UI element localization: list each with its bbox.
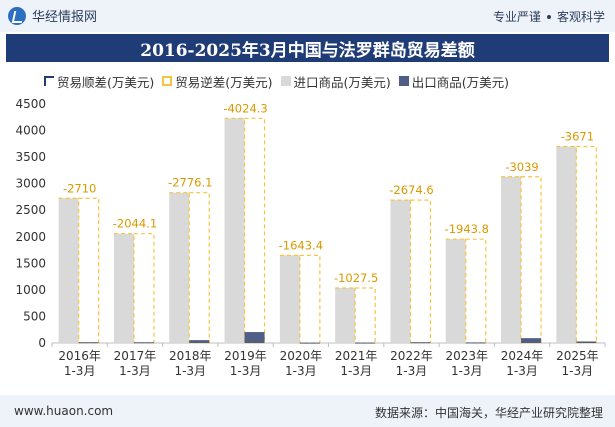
chart-legend: 贸易顺差(万美元) 贸易逆差(万美元) 进口商品(万美元) 出口商品(万美元): [44, 72, 509, 90]
bar-import: [279, 255, 300, 343]
y-tick-label: 1500: [15, 256, 46, 270]
data-label-deficit: -2044.1: [113, 217, 157, 231]
bar-export: [521, 338, 542, 343]
bar-deficit: [78, 197, 100, 344]
bar-deficit: [465, 238, 487, 344]
footer-source: 数据来源：中国海关，华经产业研究院整理: [374, 406, 603, 420]
bar-import: [445, 239, 466, 343]
bar-export: [133, 342, 154, 344]
x-tick-label: 1-3月: [119, 364, 151, 378]
bar-export: [576, 341, 597, 343]
x-tick-label: 2018年: [169, 349, 212, 363]
legend-label-import: 进口商品(万美元): [293, 74, 391, 90]
bar-deficit: [188, 192, 210, 344]
x-tick-label: 2023年: [445, 349, 488, 363]
bar-import: [556, 146, 577, 343]
legend-swatch-deficit: [162, 76, 173, 86]
x-tick-label: 2016年: [58, 349, 101, 363]
bar-import: [335, 288, 356, 343]
y-tick-label: 2500: [15, 203, 46, 217]
bar-deficit: [520, 176, 542, 344]
bar-export: [299, 342, 320, 344]
x-tick-label: 1-3月: [230, 364, 262, 378]
x-tick-label: 2020年: [280, 349, 323, 363]
chart-title: 2016-2025年3月中国与法罗群岛贸易差额: [6, 34, 609, 62]
x-tick-label: 2024年: [501, 349, 544, 363]
x-tick-label: 2022年: [390, 349, 433, 363]
y-tick-label: 3500: [15, 150, 46, 164]
separator-dot-icon: [546, 14, 551, 19]
legend-swatch-surplus: [44, 76, 54, 86]
legend-label-deficit: 贸易逆差(万美元): [175, 74, 273, 90]
bar-import: [113, 233, 134, 343]
chart-plot: 0 500 1000 1500 2000 2500 3000 3500 4000 4500 -271…: [15, 97, 606, 378]
x-tick-label: 2019年: [224, 349, 267, 363]
data-label-deficit: -3039: [505, 160, 538, 174]
bar-export: [355, 342, 376, 344]
data-label-deficit: -1643.4: [279, 238, 323, 252]
tagline-right: 客观科学: [556, 10, 605, 24]
legend-swatch-import: [280, 76, 291, 86]
brand-name: 华经情报网: [32, 10, 98, 25]
footer-site-link[interactable]: www.huaon.com: [14, 404, 114, 418]
y-tick-label: 1000: [15, 283, 46, 297]
legend-item-export[interactable]: 出口商品(万美元): [398, 72, 510, 91]
data-label-deficit: -1943.8: [445, 222, 489, 236]
bar-deficit: [575, 145, 597, 344]
x-tick-label: 1-3月: [174, 364, 206, 378]
legend-item-deficit[interactable]: 贸易逆差(万美元): [162, 72, 273, 91]
x-tick-label: 2025年: [556, 349, 599, 363]
x-tick-label: 1-3月: [562, 364, 594, 378]
y-tick-label: 0: [38, 336, 46, 350]
bar-import: [390, 200, 411, 343]
x-tick-label: 1-3月: [340, 364, 372, 378]
bar-import: [501, 176, 522, 343]
bar-import: [58, 198, 79, 343]
footer-bar: www.huaon.com 数据来源：中国海关，华经产业研究院整理: [0, 395, 615, 427]
x-tick-label: 2017年: [114, 349, 157, 363]
bar-import: [169, 192, 190, 343]
tagline-left: 专业严谨: [492, 10, 541, 24]
header-bar: 华经情报网 专业严谨 客观科学: [0, 0, 615, 32]
x-tick-label: 1-3月: [451, 364, 483, 378]
bar-deficit: [354, 287, 376, 344]
bar-deficit: [299, 254, 321, 344]
bar-export: [78, 342, 99, 344]
bar-deficit: [409, 199, 432, 344]
bar-export: [244, 332, 265, 343]
y-tick-label: 2000: [15, 230, 46, 244]
legend-label-export: 出口商品(万美元): [411, 74, 510, 90]
bar-deficit: [243, 117, 266, 344]
x-tick-label: 1-3月: [64, 364, 96, 378]
y-tick-label: 4000: [15, 124, 46, 138]
legend-item-surplus[interactable]: 贸易顺差(万美元): [44, 72, 154, 91]
y-tick-label: 3000: [15, 177, 46, 191]
bar-deficit: [133, 233, 155, 344]
legend-label-surplus: 贸易顺差(万美元): [57, 74, 155, 90]
huajing-logo-icon: [8, 6, 26, 25]
x-tick-label: 2021年: [335, 349, 378, 363]
bar-export: [410, 342, 431, 344]
brand[interactable]: 华经情报网: [8, 6, 97, 25]
x-tick-label: 1-3月: [396, 364, 428, 378]
data-label-deficit: -4024.3: [223, 101, 267, 115]
legend-item-import[interactable]: 进口商品(万美元): [280, 72, 391, 91]
y-tick-label: 4500: [15, 97, 46, 111]
x-tick-label: 1-3月: [506, 364, 538, 378]
y-tick-label: 500: [23, 309, 46, 323]
legend-swatch-export: [398, 76, 409, 86]
data-label-deficit: -1027.5: [334, 271, 378, 285]
data-label-deficit: -2710: [63, 181, 96, 195]
bar-import: [224, 118, 245, 343]
data-label-deficit: -2674.6: [389, 183, 433, 197]
data-label-deficit: -3671: [561, 129, 594, 143]
bar-export: [465, 342, 486, 344]
x-tick-label: 1-3月: [285, 364, 317, 378]
bar-export: [189, 340, 210, 343]
tagline: 专业严谨 客观科学: [493, 8, 605, 25]
data-label-deficit: -2776.1: [168, 176, 212, 190]
